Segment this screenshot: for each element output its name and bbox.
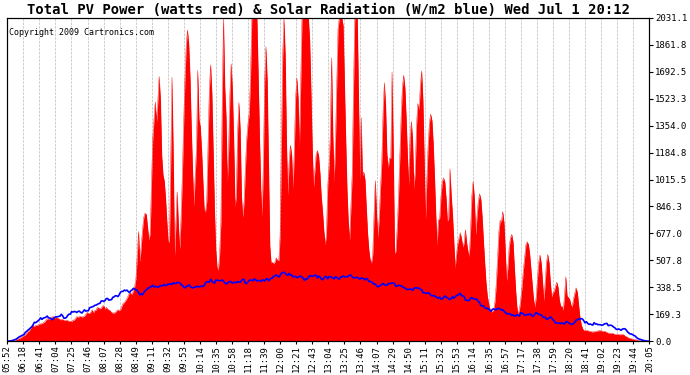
Title: Total PV Power (watts red) & Solar Radiation (W/m2 blue) Wed Jul 1 20:12: Total PV Power (watts red) & Solar Radia… bbox=[27, 3, 630, 17]
Text: Copyright 2009 Cartronics.com: Copyright 2009 Cartronics.com bbox=[9, 28, 154, 37]
